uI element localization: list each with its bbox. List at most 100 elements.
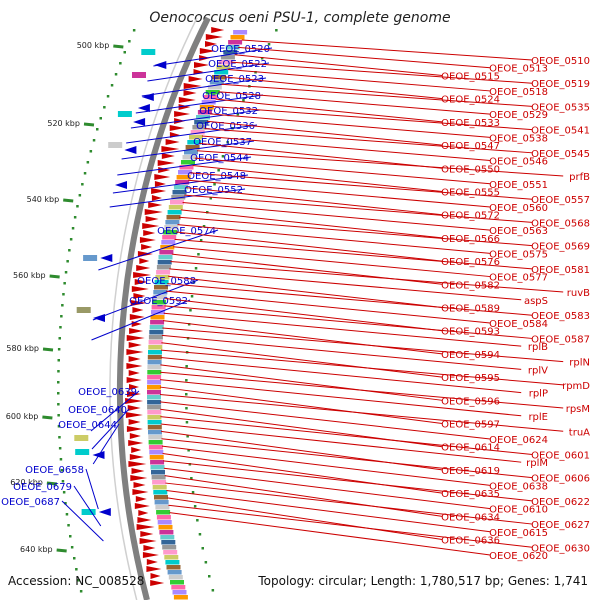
right-gene-label: OEOE_0575 (489, 249, 548, 260)
reverse-gene-arrow (115, 181, 127, 189)
forward-gene-arrow (131, 286, 149, 292)
forward-gene-arrow (146, 559, 158, 565)
outer-feature-bar (83, 255, 98, 261)
tick-dot (59, 326, 62, 329)
feature-bar (148, 335, 163, 340)
feature-bar (230, 35, 245, 40)
feature-bar (147, 380, 162, 385)
feature-bar (168, 575, 183, 580)
feature-bar (185, 145, 200, 150)
tick-dot (275, 29, 278, 32)
feature-bar (171, 585, 186, 590)
feature-bar (166, 215, 181, 220)
feature-bar (218, 60, 233, 65)
right-gene-label: OEOE_0582 (441, 280, 500, 291)
feature-bar (150, 320, 165, 325)
tick-dot (217, 169, 220, 172)
feature-bar (155, 505, 170, 510)
feature-bar (167, 210, 182, 215)
feature-bar (156, 265, 171, 270)
forward-gene-arrow (161, 146, 180, 152)
feature-bar (214, 70, 229, 75)
right-gene-leader (160, 423, 522, 463)
right-gene-label: OEOE_0547 (441, 141, 500, 152)
right-gene-leader (175, 231, 443, 262)
feature-bar (166, 565, 181, 570)
feature-bar (216, 65, 231, 70)
tick-dot (59, 458, 63, 461)
tick-dot (79, 590, 83, 593)
left-gene-leader (141, 77, 267, 97)
forward-gene-arrow (145, 216, 159, 222)
right-gene-leader (218, 91, 491, 115)
right-gene-leader (163, 467, 491, 510)
feature-bar (159, 250, 174, 255)
right-gene-leader (190, 172, 533, 200)
feature-bar (147, 355, 162, 360)
right-gene-leader (169, 268, 522, 301)
forward-gene-arrow (154, 174, 171, 180)
left-gene-label: OEOE_0523 (205, 74, 264, 85)
right-gene-leader (163, 320, 443, 355)
forward-gene-arrow (178, 104, 191, 110)
tick-dot (103, 106, 106, 109)
forward-gene-arrow (128, 440, 144, 446)
left-gene-label: OEOE_0592 (129, 296, 188, 307)
scale-label: 600 kbp (6, 412, 39, 421)
feature-bar (209, 80, 224, 85)
forward-gene-arrow (138, 510, 149, 516)
forward-gene-arrow (129, 328, 144, 334)
right-gene-leader (168, 275, 443, 308)
tick-dot (96, 128, 99, 131)
right-gene-label: OEOE_0566 (441, 234, 500, 245)
right-gene-leader (163, 312, 522, 347)
tick-dot (69, 535, 72, 538)
right-gene-label: OEOE_0638 (489, 481, 548, 492)
tick-dot (65, 513, 69, 516)
forward-gene-arrow (126, 426, 143, 432)
feature-bar (197, 110, 212, 115)
right-gene-label: OEOE_0560 (489, 203, 548, 214)
right-gene-leader (161, 438, 533, 479)
feature-bar (164, 225, 179, 230)
feature-bar (147, 405, 162, 410)
right-gene-label: prfB (569, 172, 590, 183)
feature-bar (161, 240, 176, 245)
feature-bar (190, 130, 205, 135)
feature-bar (153, 290, 168, 295)
feature-bar (155, 275, 170, 280)
feature-bar (149, 330, 164, 335)
right-gene-leader (201, 135, 491, 162)
right-gene-label: OEOE_0576 (441, 257, 500, 268)
tick-dot (62, 491, 66, 494)
tick-dot (58, 447, 62, 450)
tick-dot (194, 267, 198, 270)
right-gene-leader (160, 416, 533, 455)
right-gene-leader (227, 69, 491, 92)
right-gene-leader (164, 475, 443, 517)
right-gene-label: OEOE_0555 (441, 187, 500, 198)
tick-dot (73, 216, 77, 219)
right-gene-label: OEOE_0557 (531, 195, 590, 206)
feature-bar (147, 360, 162, 365)
feature-bar (161, 540, 176, 545)
right-gene-label: OEOE_0569 (531, 242, 590, 253)
tick-dot (77, 579, 80, 582)
feature-bar (148, 345, 163, 350)
right-gene-leader (161, 334, 522, 370)
forward-gene-arrow (140, 531, 154, 537)
feature-bar (163, 550, 178, 555)
feature-bar (220, 55, 235, 60)
feature-bar (187, 140, 202, 145)
scale-tick (113, 44, 124, 49)
left-gene-label: OEOE_0520 (211, 44, 270, 55)
feature-bar (163, 230, 178, 235)
right-gene-leader (184, 194, 533, 223)
forward-gene-arrow (129, 433, 141, 439)
feature-bar (153, 490, 168, 495)
right-gene-label: OEOE_0563 (489, 226, 548, 237)
forward-gene-arrow (128, 370, 140, 376)
forward-gene-arrow (143, 545, 156, 551)
feature-bar (159, 530, 174, 535)
left-gene-label: OEOE_0537 (193, 137, 252, 148)
